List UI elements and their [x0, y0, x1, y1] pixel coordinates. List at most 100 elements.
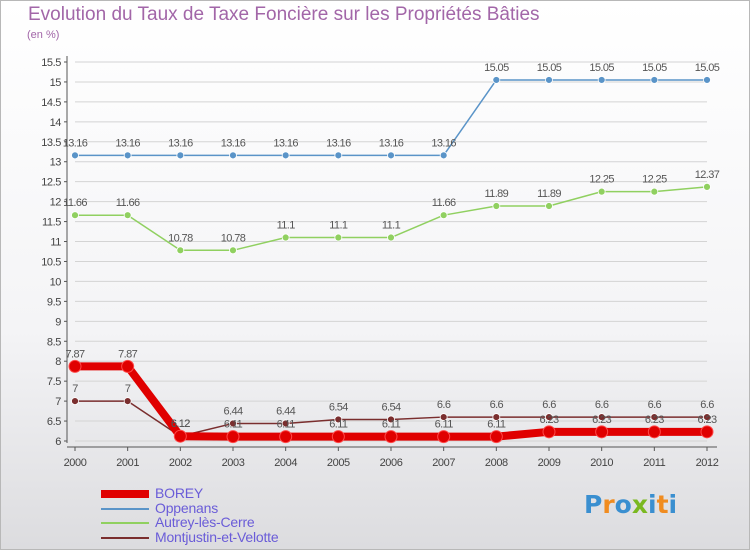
data-label: 12.37	[695, 169, 720, 181]
data-label: 7.87	[118, 348, 137, 360]
x-tick-label: 2008	[485, 457, 508, 469]
y-tick-label: 13	[50, 157, 62, 169]
logo-letter: t	[656, 490, 669, 519]
data-point	[229, 419, 237, 428]
data-label: 6.23	[539, 414, 558, 426]
y-tick-label: 7.5	[47, 376, 61, 388]
data-label: 6.44	[223, 405, 242, 417]
y-tick-label: 14.5	[41, 97, 61, 109]
data-label: 6.23	[645, 414, 664, 426]
logo-letter: r	[602, 490, 615, 519]
y-tick-label: 15	[50, 77, 62, 89]
data-label: 10.78	[168, 232, 193, 244]
data-point	[229, 246, 237, 255]
x-tick-label: 2007	[432, 457, 455, 469]
y-tick-label: 11.5	[42, 217, 61, 229]
data-point	[331, 430, 345, 444]
y-tick-label: 10.5	[41, 256, 61, 268]
x-tick-label: 2002	[169, 457, 192, 469]
data-label: 6.11	[277, 419, 296, 431]
y-tick-label: 9	[55, 316, 61, 328]
data-point	[545, 202, 553, 210]
data-point	[650, 413, 659, 421]
data-label: 13.16	[379, 137, 404, 149]
data-point	[492, 202, 501, 210]
y-tick-label: 13.5	[41, 137, 61, 149]
data-point	[123, 397, 132, 406]
data-point	[123, 211, 132, 220]
legend-label-oppenans: Oppenans	[155, 499, 219, 516]
data-point	[700, 425, 714, 439]
y-tick-label: 8	[55, 356, 61, 368]
data-point	[437, 430, 451, 444]
legend-swatch-autrey	[101, 522, 149, 524]
y-tick-label: 6	[55, 436, 61, 448]
data-point	[650, 76, 659, 84]
data-label: 13.16	[115, 137, 140, 149]
data-label: 11.1	[277, 220, 296, 232]
y-tick-label: 8.5	[47, 336, 61, 348]
chart-title: Evolution du Taux de Taxe Foncière sur l…	[28, 4, 540, 25]
x-tick-label: 2003	[222, 457, 245, 469]
data-label: 6.54	[329, 401, 348, 413]
data-label: 6.6	[700, 399, 714, 411]
data-point	[384, 430, 398, 444]
data-point	[545, 413, 553, 421]
data-label: 13.16	[221, 137, 246, 149]
x-tick-label: 2004	[274, 457, 297, 469]
data-point	[123, 151, 132, 160]
data-point	[279, 430, 293, 444]
data-label: 15.05	[589, 62, 614, 74]
data-point	[439, 151, 448, 160]
data-point	[703, 182, 711, 191]
data-point	[334, 415, 343, 424]
data-label: 15.05	[695, 62, 720, 74]
data-point	[597, 413, 606, 421]
data-label: 6.12	[171, 418, 190, 430]
data-label: 7	[72, 383, 78, 395]
data-point	[176, 151, 185, 160]
legend-label-borey: BOREY	[155, 485, 204, 501]
data-point	[71, 397, 79, 406]
data-label: 6.6	[490, 399, 504, 411]
data-point	[597, 187, 606, 196]
data-point	[489, 430, 503, 444]
data-label: 6.11	[435, 419, 454, 431]
data-point	[595, 425, 609, 439]
logo-letter: x	[631, 490, 648, 519]
y-tick-label: 12	[50, 197, 62, 209]
data-point	[597, 76, 606, 84]
data-point	[647, 425, 661, 439]
data-point	[121, 359, 135, 373]
x-tick-label: 2011	[643, 457, 665, 469]
legend-label-montjustin: Montjustin-et-Velotte	[155, 528, 279, 545]
y-tick-label: 9.5	[47, 296, 61, 308]
data-point	[387, 415, 395, 424]
logo-letter: o	[614, 490, 632, 519]
y-tick-label: 12.5	[41, 177, 61, 189]
data-label: 11.66	[432, 197, 456, 209]
data-label: 6.11	[224, 419, 243, 431]
proxiti-logo: Proxiti	[584, 490, 677, 519]
data-point	[387, 233, 395, 242]
logo-letter: P	[584, 490, 603, 519]
data-point	[226, 430, 240, 444]
data-label: 12.25	[642, 174, 667, 186]
data-point	[703, 413, 711, 421]
legend-swatch-oppenans	[101, 507, 149, 510]
data-label: 13.16	[168, 137, 193, 149]
legend-swatch-borey	[101, 490, 149, 498]
data-point	[542, 425, 556, 439]
data-label: 15.05	[484, 62, 509, 74]
data-label: 7.87	[65, 348, 84, 360]
data-point	[281, 419, 290, 428]
data-label: 13.16	[431, 137, 456, 149]
logo-letter: i	[668, 490, 678, 519]
data-point	[173, 429, 187, 443]
y-tick-label: 14	[50, 117, 62, 129]
y-tick-label: 11	[50, 237, 61, 249]
data-point	[439, 413, 448, 421]
data-label: 6.44	[276, 405, 295, 417]
data-label: 13.16	[326, 137, 351, 149]
data-label: 6.23	[697, 414, 716, 426]
